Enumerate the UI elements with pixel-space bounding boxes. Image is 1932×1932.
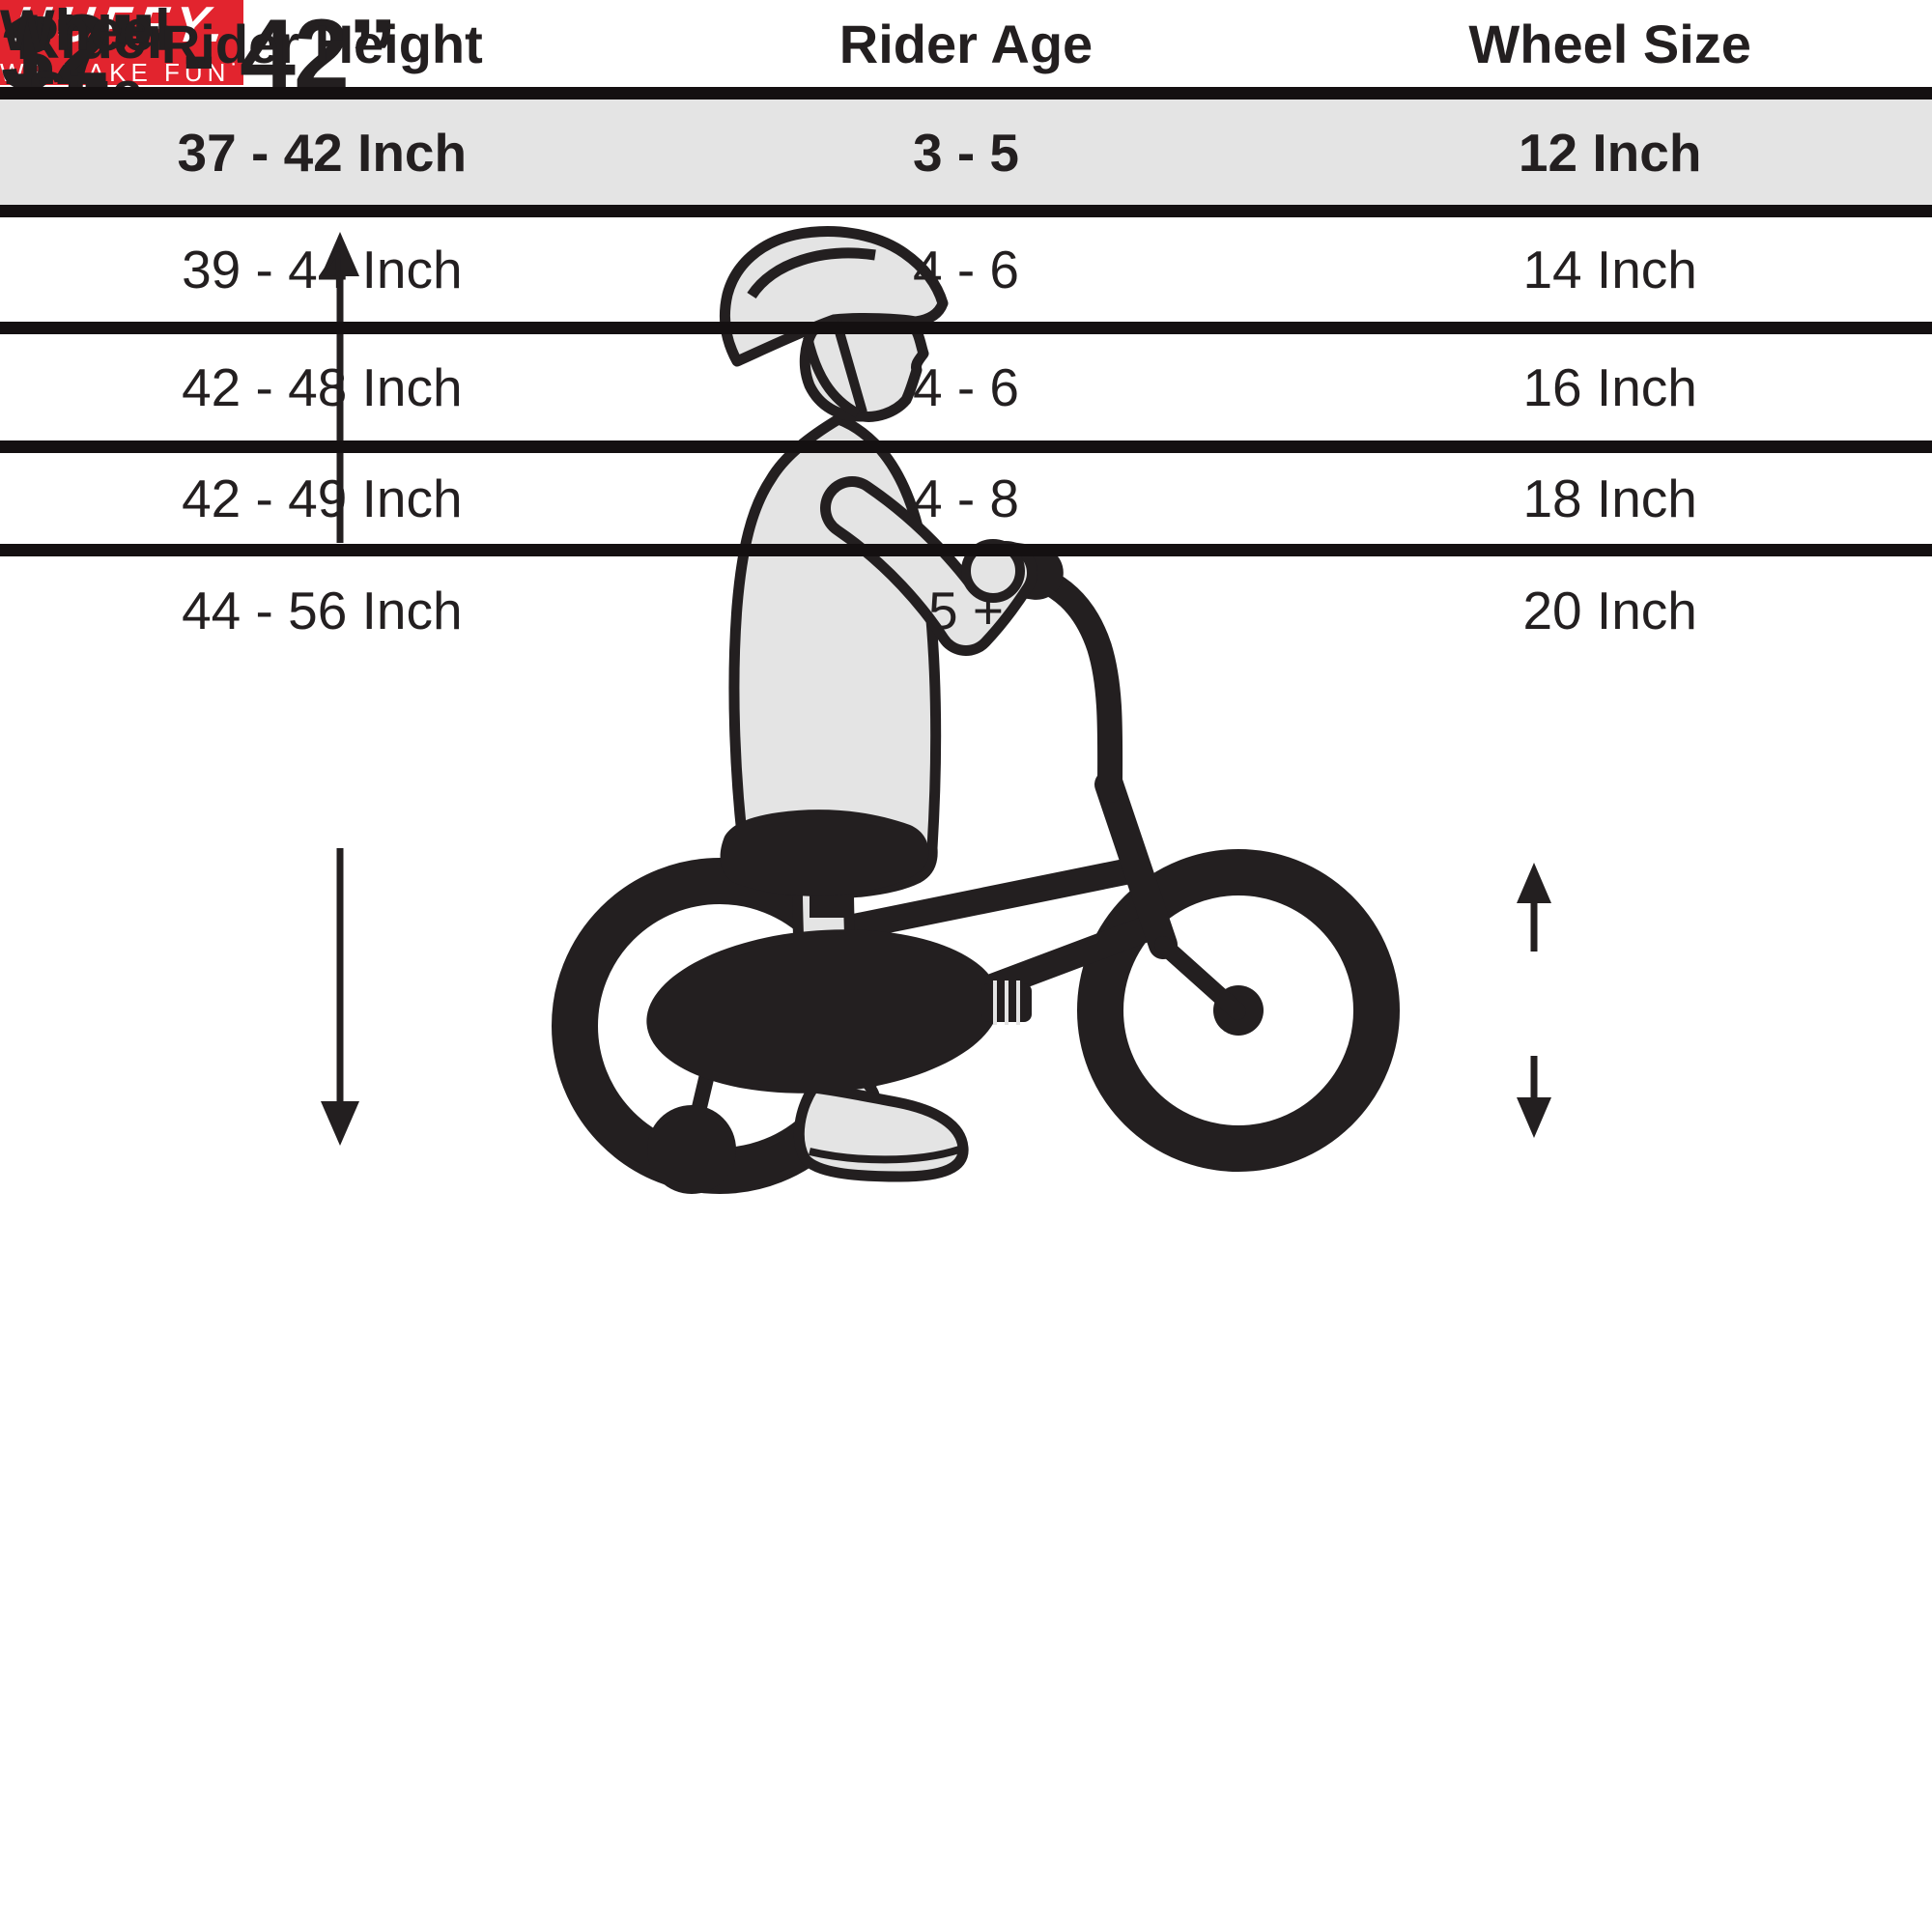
bike-chainguard [646, 929, 1032, 1094]
table-row-18inch: 42 - 49 Inch 4 - 8 18 Inch [182, 469, 1697, 528]
wheel-size-arrow [1517, 863, 1551, 1138]
table-rule [0, 87, 1932, 99]
wheel-size-value: 12” [0, 0, 158, 106]
huffy-tagline: WE MAKE FUN˙ [0, 58, 244, 87]
table-rule [0, 440, 1932, 453]
header-wheel-size: Wheel Size [1468, 13, 1751, 74]
table-row-14inch: 39 - 44 Inch 4 - 6 14 Inch [182, 240, 1697, 299]
table-row-12inch: 37 - 42 Inch 3 - 5 12 Inch [0, 99, 1932, 205]
table-rule [0, 205, 1932, 217]
size-table-header: Rider Height Rider Age Wheel Size [0, 0, 1932, 87]
child-leg [792, 866, 881, 1134]
huffy-logo: HUFFY. WE MAKE FUN˙ [0, 0, 244, 87]
bike-pedal [981, 983, 1032, 1022]
header-rider-age: Rider Age [838, 13, 1094, 74]
bike-saddle [720, 810, 929, 918]
header-rider-height: Rider Height [160, 13, 483, 74]
table-rule [0, 544, 1932, 556]
child-shoe [793, 1082, 969, 1182]
bike-wheels [552, 849, 1400, 1194]
size-table: Rider Height Rider Age Wheel Size 37 - 4… [0, 0, 1932, 664]
table-rule [0, 322, 1932, 334]
table-row-20inch: 44 - 56 Inch 5 + 20 Inch [182, 580, 1697, 640]
table-row-16inch: 42 - 48 Inch 4 - 6 16 Inch [182, 357, 1697, 417]
training-wheel [647, 1105, 736, 1194]
